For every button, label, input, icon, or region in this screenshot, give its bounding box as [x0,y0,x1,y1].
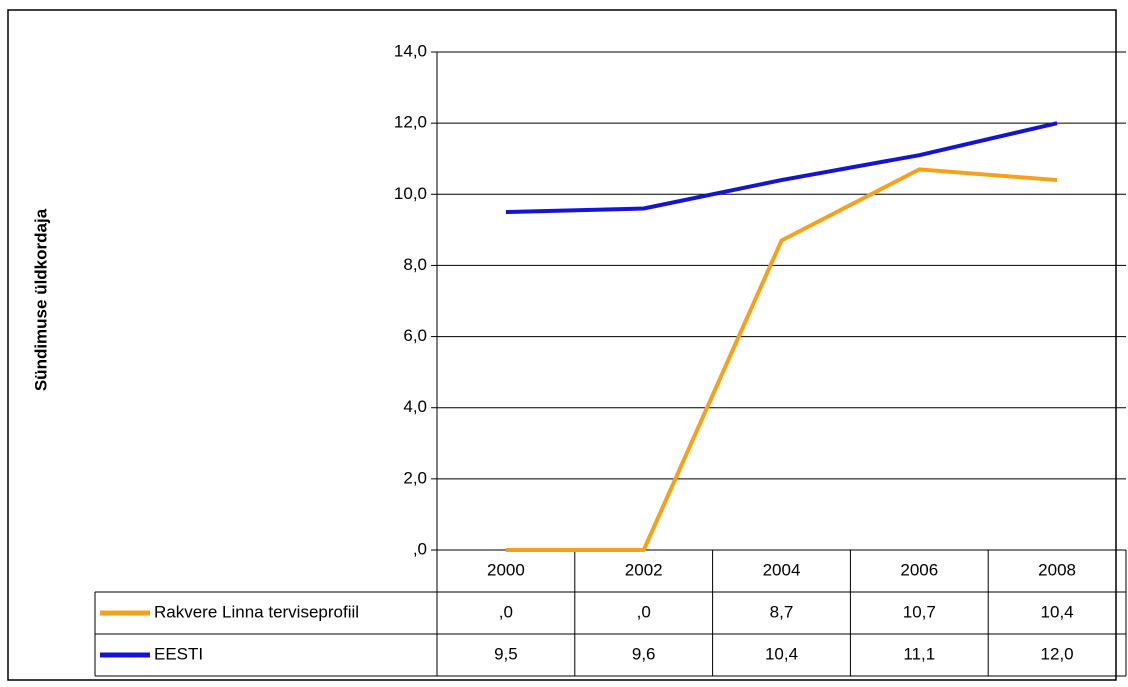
x-tick-label: 2002 [625,560,663,579]
legend-label: Rakvere Linna terviseprofiil [154,602,359,621]
y-tick-label: 4,0 [403,397,427,416]
value-label: 8,7 [770,602,794,621]
value-label: 10,4 [765,644,798,663]
data-line [505,167,1058,552]
y-tick-label: 10,0 [394,184,427,203]
value-label: ,0 [637,602,651,621]
y-tick-label: 12,0 [394,113,427,132]
chart-frame [7,9,1117,681]
x-tick-label: 2008 [1038,560,1076,579]
value-label: 9,5 [494,644,518,663]
value-label: 9,6 [632,644,656,663]
y-tick-label: 14,0 [394,41,427,60]
x-tick-label: 2004 [763,560,801,579]
value-label: 12,0 [1041,644,1074,663]
value-label: 10,7 [903,602,936,621]
value-label: 11,1 [903,644,935,663]
x-tick-label: 2006 [900,560,938,579]
data-line [505,121,1058,215]
y-tick-label: ,0 [413,539,427,558]
legend-label: EESTI [154,644,203,663]
y-tick-label: 2,0 [403,468,427,487]
y-tick-label: 8,0 [403,255,427,274]
y-axis-label: Sündimuse üldkordaja [31,208,50,391]
y-tick-label: 6,0 [403,326,427,345]
value-label: ,0 [499,602,513,621]
x-tick-label: 2000 [487,560,525,579]
value-label: 10,4 [1041,602,1074,621]
